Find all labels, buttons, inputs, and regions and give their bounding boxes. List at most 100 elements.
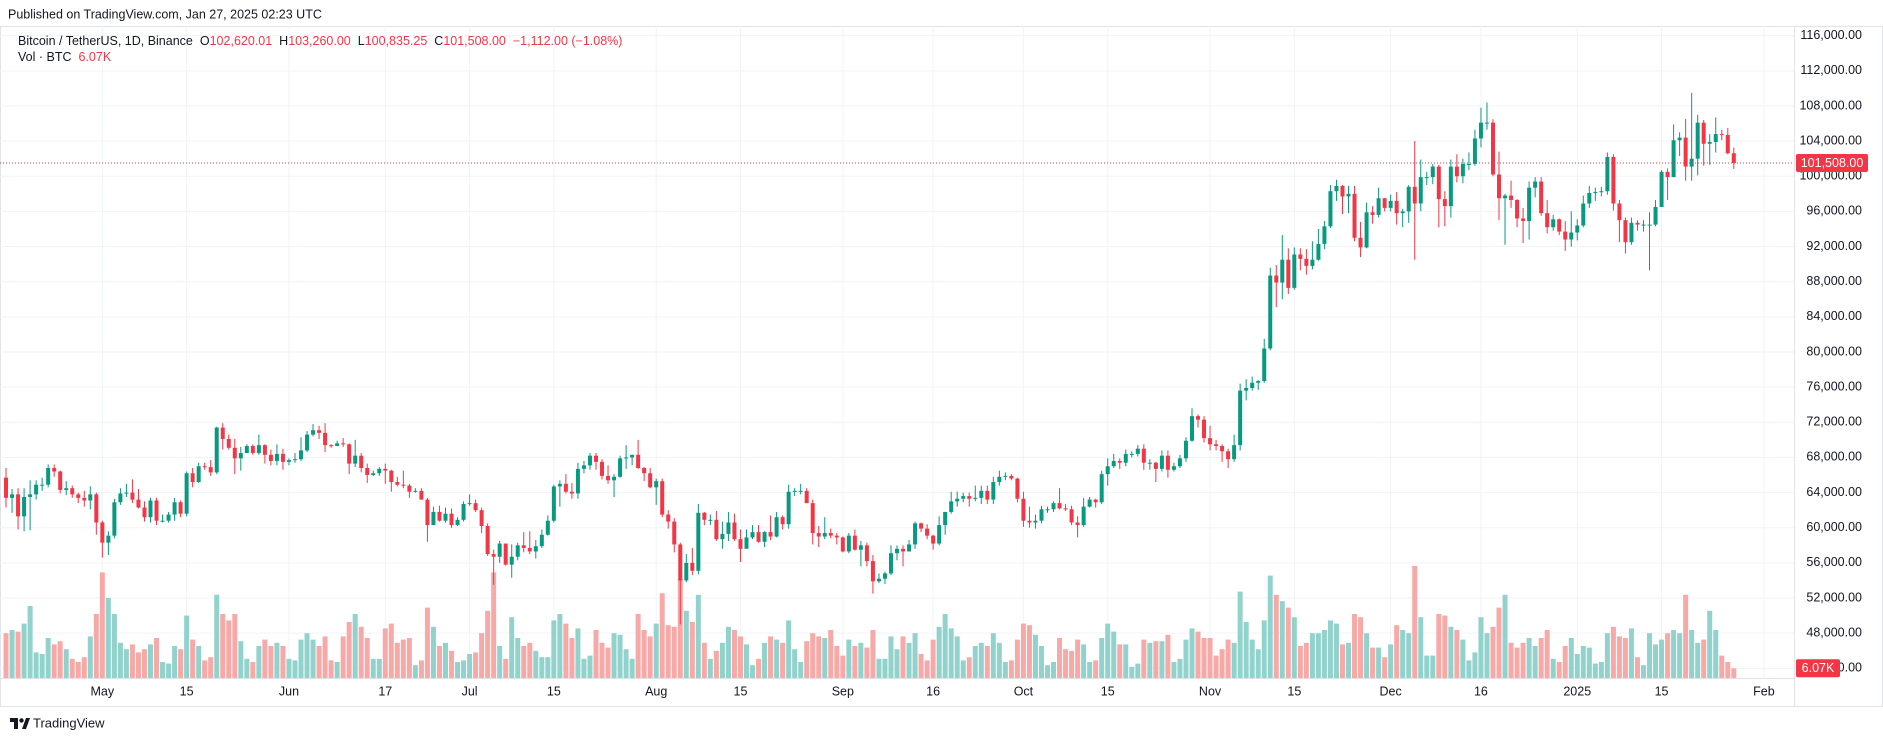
- volume-bar: [1719, 655, 1725, 678]
- volume-bar: [1683, 594, 1689, 678]
- candle-body: [1105, 466, 1110, 475]
- y-tick-label: 80,000.00: [1806, 344, 1862, 358]
- volume-bar: [581, 658, 587, 678]
- volume-bar: [1213, 655, 1219, 678]
- volume-bar: [449, 650, 455, 678]
- candle-body: [937, 525, 942, 544]
- candle-body: [1021, 498, 1026, 521]
- candle-body: [1057, 503, 1062, 509]
- volume-bar: [834, 646, 840, 678]
- volume-bar: [954, 636, 960, 678]
- candle-body: [1400, 211, 1405, 214]
- volume-bar: [1321, 630, 1327, 678]
- volume-bar: [27, 606, 33, 678]
- volume-bar: [166, 663, 172, 678]
- volume-bar: [731, 630, 737, 678]
- volume-bar: [304, 633, 310, 678]
- volume-bar: [69, 658, 75, 678]
- candle-body: [172, 502, 177, 515]
- volume-bar: [1574, 654, 1580, 678]
- candle-body: [822, 533, 827, 537]
- candle-body: [1497, 174, 1502, 199]
- candle-body: [196, 466, 201, 483]
- volume-bar: [57, 641, 63, 678]
- volume-bar: [1640, 665, 1646, 678]
- volume-bar: [1291, 617, 1297, 678]
- volume-bar: [442, 642, 448, 678]
- candle-body: [359, 455, 364, 468]
- candle-body: [1352, 193, 1357, 238]
- candle-body: [407, 485, 412, 492]
- candle-body: [533, 546, 538, 552]
- volume-bar: [310, 639, 316, 678]
- volume-bar: [918, 654, 924, 678]
- candle-body: [1665, 171, 1670, 178]
- candle-body: [1370, 212, 1375, 215]
- candle-body: [539, 534, 544, 547]
- volume-bar: [689, 622, 695, 678]
- candle-body: [401, 484, 406, 486]
- y-tick-label: 76,000.00: [1806, 379, 1862, 393]
- candle-body: [1671, 140, 1676, 178]
- candle-body: [1635, 222, 1640, 225]
- candle-body: [1135, 448, 1140, 454]
- candle-body: [130, 492, 135, 500]
- volume-bar: [1412, 566, 1418, 678]
- volume-bar: [1105, 623, 1111, 678]
- volume-bar: [1689, 630, 1695, 678]
- candle-body: [515, 545, 520, 557]
- candle-body: [575, 468, 580, 494]
- volume-bar: [894, 649, 900, 678]
- volume-bar: [1057, 638, 1063, 678]
- volume-bar: [1189, 628, 1195, 678]
- candle-body: [1208, 438, 1213, 445]
- candle-body: [1009, 475, 1014, 479]
- volume-bar: [1520, 642, 1526, 678]
- candle-body: [678, 544, 683, 581]
- volume-bar: [1008, 660, 1014, 678]
- volume-bar: [1502, 594, 1508, 678]
- candle-body: [365, 467, 370, 476]
- volume-bar: [178, 649, 184, 678]
- volume-bar: [1418, 617, 1424, 678]
- candle-body: [1623, 220, 1628, 243]
- candle-body: [305, 434, 310, 451]
- volume-bar: [1713, 630, 1719, 678]
- volume-bar: [575, 628, 581, 678]
- volume-bar: [743, 644, 749, 678]
- volume-bar: [328, 660, 334, 678]
- candle-body: [1153, 462, 1158, 469]
- candle-body: [70, 488, 75, 495]
- volume-bar: [274, 642, 280, 678]
- volume-bar: [117, 642, 123, 678]
- candle-body: [882, 573, 887, 579]
- candle-body: [666, 514, 671, 522]
- candle-body: [1731, 153, 1736, 164]
- logo-mark: [22, 718, 30, 729]
- candle-body: [467, 503, 472, 505]
- volume-bar: [1267, 575, 1273, 678]
- candle-body: [1436, 166, 1441, 200]
- volume-bar: [1315, 633, 1321, 678]
- volume-bar: [226, 620, 232, 678]
- volume-bar: [1707, 610, 1713, 678]
- x-tick-label: Nov: [1199, 684, 1222, 698]
- candle-body: [1328, 191, 1333, 227]
- volume-bar: [1087, 662, 1093, 678]
- volume-bar: [942, 614, 948, 678]
- volume-bar: [1159, 641, 1165, 678]
- candle-body: [888, 553, 893, 574]
- volume-name: Vol · BTC: [18, 50, 72, 64]
- volume-bar: [376, 658, 382, 678]
- volume-bar: [1562, 646, 1568, 678]
- candle-body: [768, 532, 773, 537]
- candle-body: [509, 556, 514, 565]
- volume-bar: [1484, 633, 1490, 678]
- volume-bar: [418, 660, 424, 678]
- volume-bar: [677, 578, 683, 678]
- candle-body: [335, 443, 340, 447]
- ohlc-value: 100,835.25: [365, 34, 428, 48]
- ohlc-key: L: [358, 34, 365, 48]
- candle-body: [1466, 163, 1471, 165]
